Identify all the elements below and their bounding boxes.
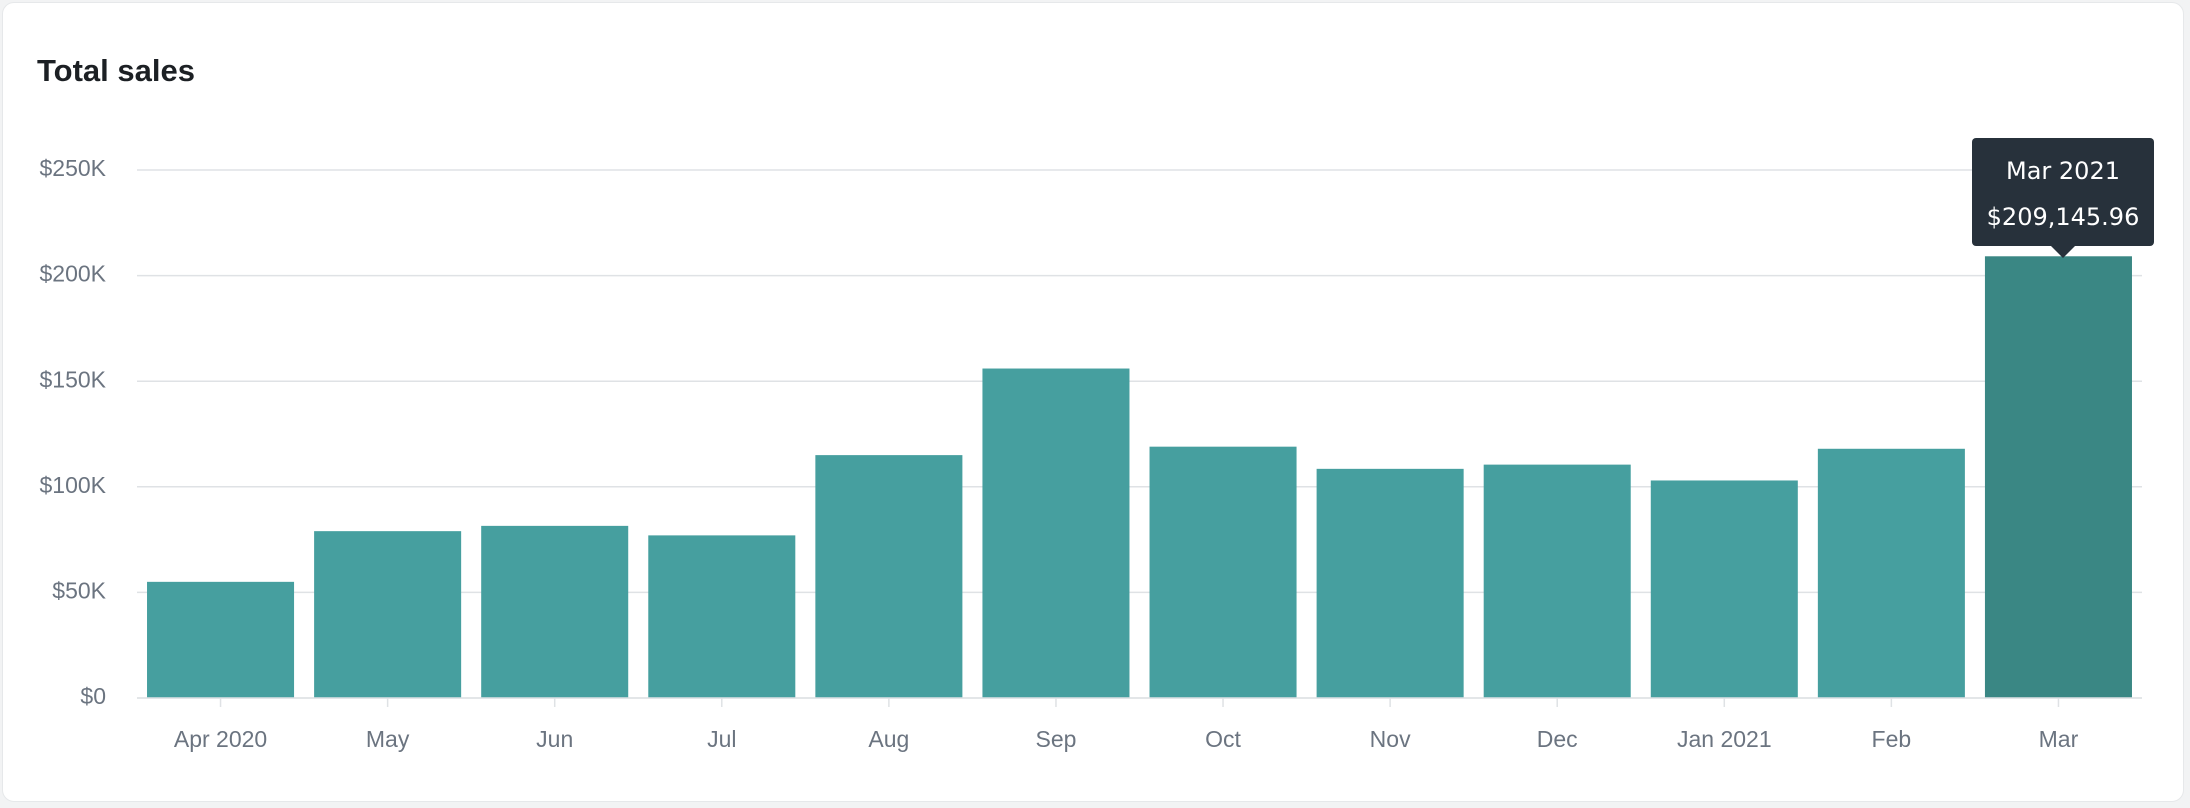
- x-tick-label: Aug: [868, 726, 909, 752]
- y-tick-label: $0: [80, 683, 106, 709]
- tooltip-label: Mar 2021: [2006, 157, 2120, 185]
- x-tick-label: Jun: [536, 726, 573, 752]
- grid-lines: [137, 169, 2142, 699]
- chart-tooltip: Mar 2021 $209,145.96: [1972, 138, 2154, 258]
- tooltip-value: $209,145.96: [1986, 203, 2140, 231]
- x-tick-label: Oct: [1205, 726, 1241, 752]
- x-tick-label: Apr 2020: [174, 726, 267, 752]
- bar-jun[interactable]: [481, 525, 629, 698]
- y-axis-labels: $0 $50K $100K $150K $200K $250K: [39, 155, 106, 709]
- x-tick-label: Jan 2021: [1677, 726, 1772, 752]
- bar-oct[interactable]: [1149, 446, 1297, 698]
- x-tick-label: Jul: [707, 726, 736, 752]
- x-tick-label: May: [366, 726, 410, 752]
- bar-jan-2021[interactable]: [1650, 480, 1798, 698]
- bar-aug[interactable]: [815, 455, 963, 698]
- bar-apr-2020[interactable]: [147, 581, 295, 698]
- x-tick-label: Mar: [2039, 726, 2079, 752]
- bar-may[interactable]: [314, 531, 462, 698]
- y-tick-label: $50K: [52, 577, 106, 603]
- bar-feb[interactable]: [1817, 448, 1965, 698]
- bar-jul[interactable]: [648, 535, 796, 698]
- x-tick-label: Feb: [1872, 726, 1912, 752]
- bar-dec[interactable]: [1483, 464, 1631, 698]
- x-tick-label: Nov: [1370, 726, 1411, 752]
- x-axis: Apr 2020 May Jun Jul Aug Sep Oct Nov Dec Jan 2021…: [137, 697, 2142, 752]
- bar-sep[interactable]: [982, 368, 1130, 698]
- x-tick-label: Sep: [1035, 726, 1076, 752]
- y-tick-label: $150K: [39, 366, 106, 392]
- y-tick-label: $250K: [39, 155, 106, 181]
- card-title: Total sales: [37, 53, 195, 88]
- y-tick-label: $100K: [39, 472, 106, 498]
- x-tick-label: Dec: [1537, 726, 1578, 752]
- bars: [147, 256, 2132, 698]
- bar-mar[interactable]: [1984, 256, 2132, 698]
- y-tick-label: $200K: [39, 261, 106, 287]
- bar-nov[interactable]: [1316, 468, 1464, 698]
